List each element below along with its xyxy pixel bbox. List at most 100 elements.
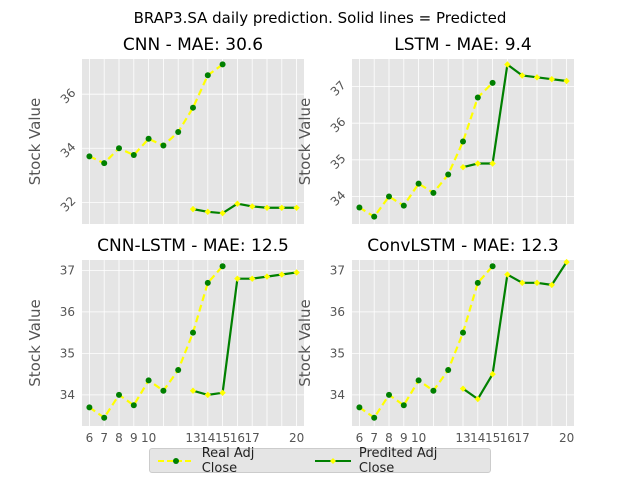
x-tick-label: 9 <box>130 431 138 445</box>
real-point <box>160 387 167 394</box>
real-point <box>371 414 378 421</box>
predicted-point <box>474 160 481 167</box>
x-tick-label: 7 <box>370 431 378 445</box>
x-tick-label: 10 <box>141 431 156 445</box>
predicted-point <box>504 61 511 68</box>
x-tick-label: 13 <box>455 431 470 445</box>
predicted-point <box>263 273 271 280</box>
subplot-grid: 32 34 36 CNN - MAE: 30.6 Stock Value 34 35 36 37… <box>26 35 574 445</box>
predicted-point <box>293 204 300 211</box>
x-tick-label: 17 <box>245 431 260 445</box>
y-tick-label: 34 <box>330 388 345 402</box>
series-line-real <box>358 265 494 420</box>
predicted-point <box>234 200 241 207</box>
real-point <box>86 404 93 411</box>
predicted-point <box>533 74 541 81</box>
x-tick-label: 10 <box>411 431 426 445</box>
x-tick-label: 6 <box>86 431 94 445</box>
subplot-2: 34 35 36 37 LSTM - MAE: 9.4 Stock Value <box>296 35 574 224</box>
predicted-point <box>519 279 526 287</box>
y-tick-label: 35 <box>328 151 349 172</box>
real-point <box>145 135 152 142</box>
predicted-point <box>459 385 467 392</box>
predicted-point <box>278 271 285 278</box>
real-point <box>400 202 407 209</box>
predicted-point <box>204 391 211 399</box>
x-tick-label: 20 <box>289 431 304 445</box>
x-tick-label: 7 <box>100 431 108 445</box>
real-point <box>356 204 363 211</box>
real-point <box>190 329 196 336</box>
real-point <box>130 152 137 159</box>
x-tick-label: 9 <box>400 431 408 445</box>
real-point <box>116 145 122 152</box>
real-point <box>415 180 422 187</box>
real-point <box>145 377 152 384</box>
y-axis-label: Stock Value <box>26 299 44 386</box>
y-axis-label: Stock Value <box>26 98 44 185</box>
x-tick-label: 14 <box>470 431 485 445</box>
y-axis-label: Stock Value <box>296 299 314 386</box>
real-point <box>204 72 211 79</box>
subplot-4: 34 35 36 37 6 7 8 9 10 13 14 15 16 17 20 ConvLSTM - MAE… <box>296 236 574 445</box>
real-point <box>460 138 466 145</box>
real-point <box>386 193 392 200</box>
subplot-title: CNN - MAE: 30.6 <box>123 35 263 55</box>
x-tick-label: 15 <box>485 431 500 445</box>
y-tick-label: 36 <box>60 305 75 319</box>
legend-swatch-real <box>158 457 194 464</box>
real-point <box>130 402 137 409</box>
subplot-1: 32 34 36 CNN - MAE: 30.6 Stock Value <box>26 35 304 224</box>
predicted-point <box>189 387 197 394</box>
real-point <box>474 279 481 286</box>
predicted-point <box>519 72 526 79</box>
y-tick-label: 37 <box>328 78 349 99</box>
y-tick-label: 37 <box>330 263 345 277</box>
series-line-real <box>88 63 224 165</box>
real-point <box>175 366 182 373</box>
real-point <box>160 142 167 149</box>
predicted-point <box>249 203 256 210</box>
predicted-point <box>204 208 211 216</box>
series-line-real <box>88 265 224 420</box>
real-point <box>219 263 226 270</box>
y-tick-label: 36 <box>328 115 349 136</box>
x-tick-label: 6 <box>356 431 364 445</box>
predicted-point <box>474 395 481 403</box>
predicted-point <box>249 275 256 282</box>
predicted-point <box>459 163 467 171</box>
real-point <box>489 263 496 270</box>
real-point <box>386 391 392 398</box>
y-axis-label: Stock Value <box>296 98 314 185</box>
real-point <box>190 104 196 111</box>
y-tick-label: 32 <box>58 194 79 215</box>
real-point <box>371 213 378 220</box>
predicted-point <box>219 209 226 217</box>
legend-label-predicted: Predited Adj Close <box>358 445 438 476</box>
subplot-title: LSTM - MAE: 9.4 <box>394 35 531 55</box>
real-point <box>445 171 452 178</box>
y-tick-label: 35 <box>60 346 75 360</box>
x-tick-label: 14 <box>200 431 215 445</box>
y-tick-label: 35 <box>330 346 345 360</box>
x-tick-label: 17 <box>515 431 530 445</box>
predicted-point <box>563 258 570 266</box>
predicted-point <box>263 204 271 211</box>
predicted-point <box>504 271 511 278</box>
y-tick-label: 34 <box>58 140 79 161</box>
chart-legend: Real Adj Close Predited Adj Close <box>149 446 491 476</box>
x-tick-label: 16 <box>500 431 515 445</box>
y-tick-label: 36 <box>330 305 345 319</box>
predicted-point <box>189 205 197 213</box>
predicted-point <box>489 160 496 167</box>
y-tick-label: 34 <box>60 388 75 402</box>
real-point <box>116 391 122 398</box>
y-tick-label: 34 <box>328 188 349 209</box>
legend-item-predicted: Predited Adj Close <box>315 446 476 476</box>
y-tick-label: 37 <box>60 263 75 277</box>
real-point <box>219 61 226 68</box>
y-tick-label: 36 <box>58 86 79 107</box>
real-point <box>415 377 422 384</box>
x-tick-label: 15 <box>215 431 230 445</box>
